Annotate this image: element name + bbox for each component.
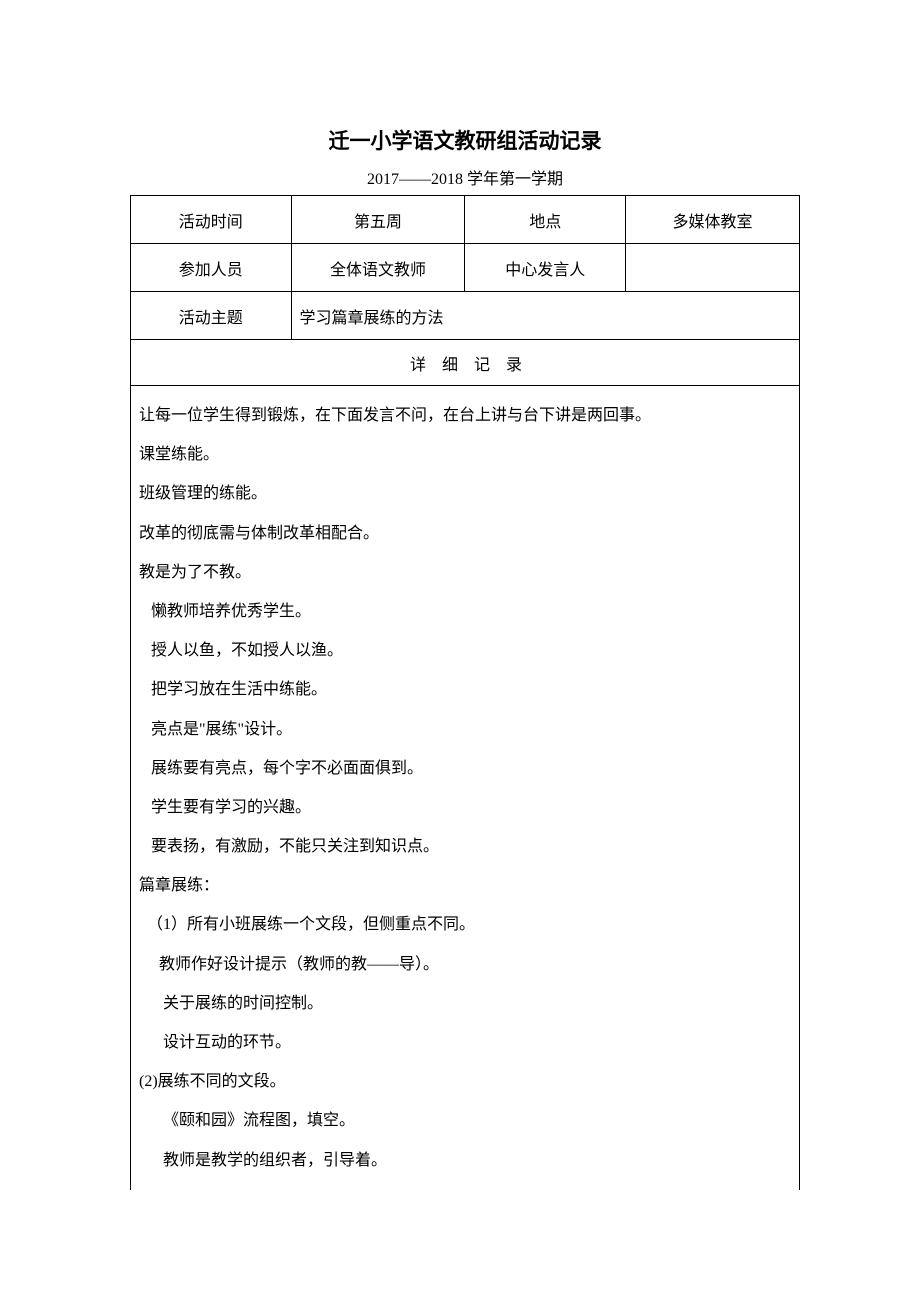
content-body: 让每一位学生得到锻炼，在下面发言不问，在台上讲与台下讲是两回事。 课堂练能。 班…	[131, 386, 800, 1190]
value-participants: 全体语文教师	[291, 244, 465, 292]
content-line: 展练要有亮点，每个字不必面面俱到。	[139, 749, 791, 788]
content-line: 《颐和园》流程图，填空。	[139, 1101, 791, 1140]
content-line: 课堂练能。	[139, 435, 791, 474]
record-table: 活动时间 第五周 地点 多媒体教室 参加人员 全体语文教师 中心发言人 活动主题…	[130, 195, 800, 1190]
content-line: 亮点是"展练"设计。	[139, 710, 791, 749]
value-location: 多媒体教室	[626, 196, 800, 244]
section-header: 详细记录	[131, 340, 800, 386]
document-page: 迁一小学语文教研组活动记录 2017——2018 学年第一学期 活动时间 第五周…	[0, 0, 920, 1190]
content-line: （1）所有小班展练一个文段，但侧重点不同。	[139, 905, 791, 944]
content-line: 设计互动的环节。	[139, 1023, 791, 1062]
content-line: 学生要有学习的兴趣。	[139, 788, 791, 827]
label-activity-time: 活动时间	[131, 196, 292, 244]
document-title: 迁一小学语文教研组活动记录	[130, 125, 800, 155]
value-activity-time: 第五周	[291, 196, 465, 244]
table-row: 让每一位学生得到锻炼，在下面发言不问，在台上讲与台下讲是两回事。 课堂练能。 班…	[131, 386, 800, 1190]
label-participants: 参加人员	[131, 244, 292, 292]
label-speaker: 中心发言人	[465, 244, 626, 292]
content-line: 要表扬，有激励，不能只关注到知识点。	[139, 827, 791, 866]
content-line: 让每一位学生得到锻炼，在下面发言不问，在台上讲与台下讲是两回事。	[139, 396, 791, 435]
content-line: 懒教师培养优秀学生。	[139, 592, 791, 631]
content-line: 关于展练的时间控制。	[139, 984, 791, 1023]
content-line: 改革的彻底需与体制改革相配合。	[139, 514, 791, 553]
content-line: 授人以鱼，不如授人以渔。	[139, 631, 791, 670]
value-topic: 学习篇章展练的方法	[291, 292, 799, 340]
content-line: 教师作好设计提示（教师的教——导）。	[139, 945, 791, 984]
document-subtitle: 2017——2018 学年第一学期	[130, 165, 800, 189]
label-topic: 活动主题	[131, 292, 292, 340]
content-line: 篇章展练：	[139, 866, 791, 905]
label-location: 地点	[465, 196, 626, 244]
content-line: 把学习放在生活中练能。	[139, 670, 791, 709]
table-row: 活动时间 第五周 地点 多媒体教室	[131, 196, 800, 244]
content-line: 教师是教学的组织者，引导着。	[139, 1141, 791, 1180]
table-row: 活动主题 学习篇章展练的方法	[131, 292, 800, 340]
content-line: 教是为了不教。	[139, 553, 791, 592]
table-row: 参加人员 全体语文教师 中心发言人	[131, 244, 800, 292]
value-speaker	[626, 244, 800, 292]
table-row: 详细记录	[131, 340, 800, 386]
content-line: (2)展练不同的文段。	[139, 1062, 791, 1101]
content-line: 班级管理的练能。	[139, 474, 791, 513]
